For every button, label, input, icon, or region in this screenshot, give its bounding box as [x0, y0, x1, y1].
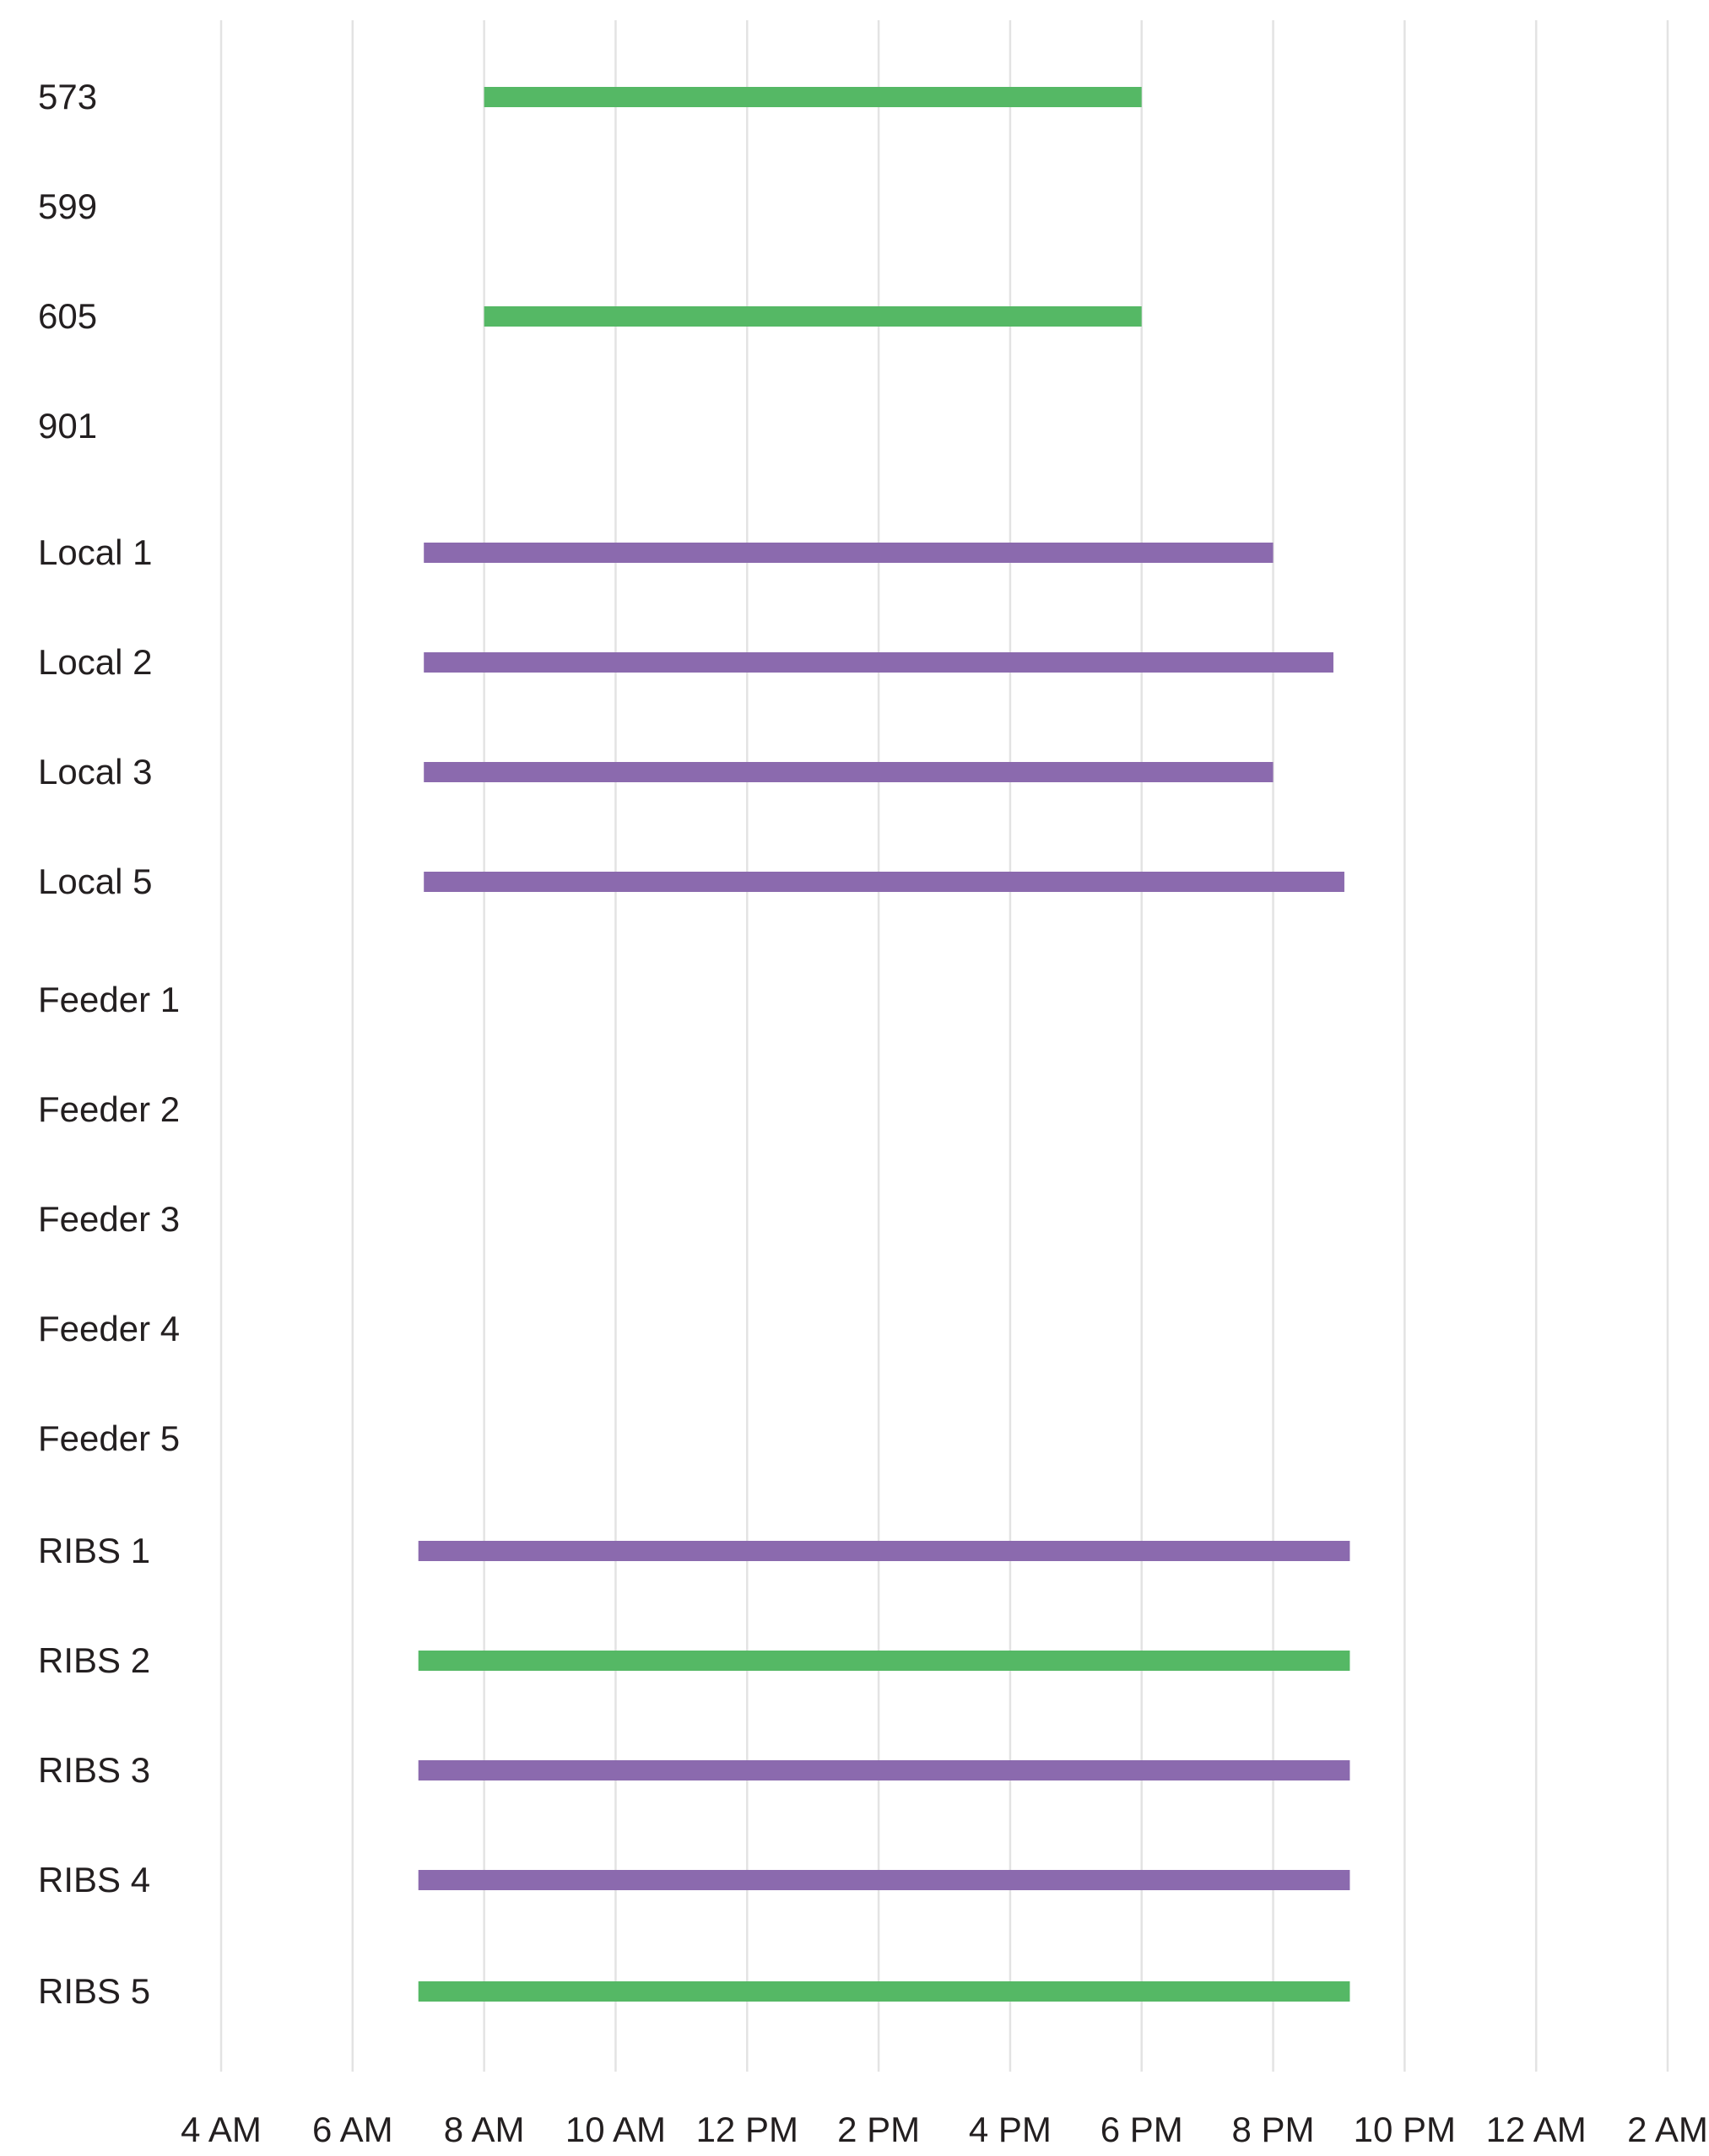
- x-tick-label: 4 AM: [181, 2110, 262, 2149]
- x-tick-label: 2 AM: [1627, 2110, 1708, 2149]
- row-label: Feeder 4: [38, 1309, 180, 1348]
- service-bar: [418, 1651, 1350, 1671]
- service-bar: [418, 1541, 1350, 1561]
- service-bar: [484, 306, 1142, 327]
- row-label: 901: [38, 406, 97, 446]
- service-bar: [418, 1981, 1350, 2002]
- x-tick-label: 2 PM: [837, 2110, 920, 2149]
- row-label: Local 1: [38, 532, 152, 572]
- service-bar: [424, 652, 1333, 673]
- row-label: 599: [38, 186, 97, 226]
- service-bar: [424, 762, 1274, 782]
- row-label: RIBS 3: [38, 1750, 150, 1790]
- row-label: RIBS 4: [38, 1860, 150, 1899]
- bar-layer: [418, 87, 1350, 2002]
- x-tick-label: 10 AM: [565, 2110, 666, 2149]
- service-bar: [424, 543, 1274, 563]
- grid-layer: [219, 20, 1669, 2072]
- x-tick-label: 12 PM: [696, 2110, 798, 2149]
- x-tick-label: 6 AM: [312, 2110, 393, 2149]
- row-label: Local 2: [38, 642, 152, 682]
- row-label: RIBS 5: [38, 1971, 150, 2011]
- service-bar: [424, 872, 1344, 892]
- x-tick-label: 12 AM: [1486, 2110, 1587, 2149]
- row-label-layer: 573 599 605 901 Local 1 Local 2 Local 3 Local 5…: [38, 77, 180, 2011]
- service-bar: [418, 1760, 1350, 1780]
- x-tick-label: 8 AM: [444, 2110, 525, 2149]
- x-tick-label: 10 PM: [1354, 2110, 1456, 2149]
- row-label: Feeder 2: [38, 1089, 180, 1129]
- x-tick-label: 4 PM: [969, 2110, 1052, 2149]
- row-label: 605: [38, 296, 97, 336]
- service-bar: [484, 87, 1142, 107]
- row-label: 573: [38, 77, 97, 116]
- row-label: Local 3: [38, 752, 152, 792]
- row-label: RIBS 1: [38, 1531, 150, 1570]
- row-label: Feeder 3: [38, 1199, 180, 1239]
- row-label: Feeder 1: [38, 980, 180, 1019]
- x-tick-layer: 4 AM 6 AM 8 AM 10 AM 12 PM 2 PM 4 PM 6 PM 8 PM 10…: [181, 2110, 1708, 2149]
- row-label: Local 5: [38, 862, 152, 901]
- x-tick-label: 8 PM: [1232, 2110, 1315, 2149]
- row-label: RIBS 2: [38, 1640, 150, 1680]
- service-bar: [418, 1870, 1350, 1890]
- row-label: Feeder 5: [38, 1418, 180, 1458]
- x-tick-label: 6 PM: [1101, 2110, 1183, 2149]
